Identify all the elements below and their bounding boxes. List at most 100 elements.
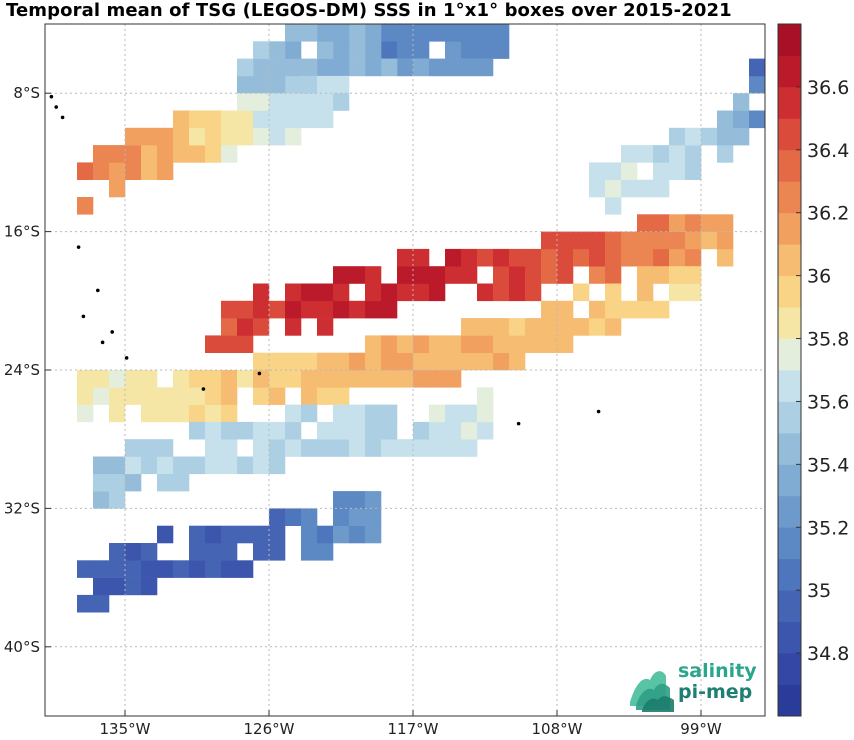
grid-cell (445, 421, 462, 440)
grid-cell (285, 421, 302, 440)
grid-cell (653, 179, 670, 198)
colorbar-tick-label: 36.2 (807, 203, 849, 225)
grid-cell (557, 248, 574, 267)
grid-cell (93, 387, 110, 405)
grid-cell (493, 266, 510, 284)
colorbar-segment (778, 86, 801, 119)
grid-cell (381, 439, 398, 457)
grid-cell (621, 145, 638, 163)
grid-cell (413, 266, 430, 284)
grid-cell (365, 58, 382, 77)
grid-cell (365, 300, 382, 319)
grid-cell (397, 352, 414, 371)
colorbar-tick-label: 35.6 (807, 391, 849, 413)
grid-cell (365, 508, 382, 526)
grid-cell (93, 162, 110, 180)
island (96, 288, 100, 293)
grid-cell (461, 404, 478, 423)
grid-cell (253, 58, 270, 77)
grid-cell (349, 439, 366, 457)
colorbar-segment (778, 621, 801, 654)
grid-cell (93, 560, 110, 578)
grid-cell (109, 179, 126, 198)
grid-cell (189, 145, 206, 163)
y-tick-label: 40°S (4, 638, 40, 656)
grid-cell (205, 387, 222, 405)
logo-text-pimep: pi-mep (678, 681, 753, 703)
grid-cell (205, 525, 222, 544)
grid-cell (221, 543, 238, 561)
grid-cell (189, 525, 206, 544)
grid-cell (237, 370, 254, 388)
grid-cell (109, 577, 126, 596)
grid-cell (301, 404, 318, 423)
grid-cell (157, 525, 174, 544)
grid-cell (381, 300, 398, 319)
grid-cell (285, 404, 302, 423)
grid-cell (605, 179, 622, 198)
grid-cell (157, 145, 174, 163)
map-plot-area[interactable] (44, 7, 766, 717)
grid-cell (285, 75, 302, 94)
grid-cell (221, 387, 238, 405)
grid-cell (413, 283, 430, 302)
grid-cell (333, 491, 350, 509)
grid-cell (253, 439, 270, 457)
grid-cell (109, 145, 126, 163)
island (201, 387, 206, 391)
grid-cell (221, 335, 238, 353)
grid-cell (333, 525, 350, 544)
grid-cell (285, 283, 302, 302)
grid-cell (189, 370, 206, 388)
grid-cell (253, 525, 270, 544)
grid-cell (573, 248, 590, 267)
colorbar-segment (778, 684, 801, 717)
grid-cell (685, 214, 702, 232)
grid-cell (269, 127, 286, 146)
grid-cell (333, 370, 350, 388)
colorbar-segment (778, 307, 801, 339)
grid-cell (653, 214, 670, 232)
grid-cell (125, 560, 142, 578)
grid-cell (301, 370, 318, 388)
grid-cell (477, 41, 494, 59)
grid-cell (381, 58, 398, 77)
grid-cell (589, 248, 606, 267)
grid-cell (237, 110, 254, 129)
grid-cell (285, 352, 302, 371)
grid-cell (493, 318, 510, 336)
grid-cell (77, 404, 94, 423)
grid-cell (381, 283, 398, 302)
grid-cell (333, 300, 350, 319)
grid-cell (557, 335, 574, 353)
grid-cell (285, 24, 302, 42)
grid-cell (301, 543, 318, 561)
grid-cell (653, 300, 670, 319)
grid-cell (125, 127, 142, 146)
grid-cell (397, 24, 414, 25)
grid-cell (173, 473, 190, 492)
grid-cell (157, 560, 174, 578)
grid-cell (413, 370, 430, 388)
grid-cell (285, 508, 302, 526)
grid-cell (253, 370, 270, 388)
grid-cell (749, 58, 765, 77)
grid-cell (605, 266, 622, 284)
grid-cell (141, 439, 158, 457)
grid-cell (573, 283, 590, 302)
grid-cell (77, 370, 94, 388)
grid-cell (205, 543, 222, 561)
grid-cell (589, 231, 606, 250)
colorbar-segment (778, 495, 801, 528)
grid-cell (413, 41, 430, 59)
grid-cell (637, 214, 654, 232)
grid-cell (349, 508, 366, 526)
grid-cell (109, 491, 126, 509)
grid-cell (397, 370, 414, 388)
grid-cell (413, 248, 430, 267)
grid-cell (653, 231, 670, 250)
grid-cell (669, 283, 686, 302)
grid-cell (141, 370, 158, 388)
y-tick-label: 8°S (13, 84, 40, 102)
grid-cell (269, 525, 286, 544)
